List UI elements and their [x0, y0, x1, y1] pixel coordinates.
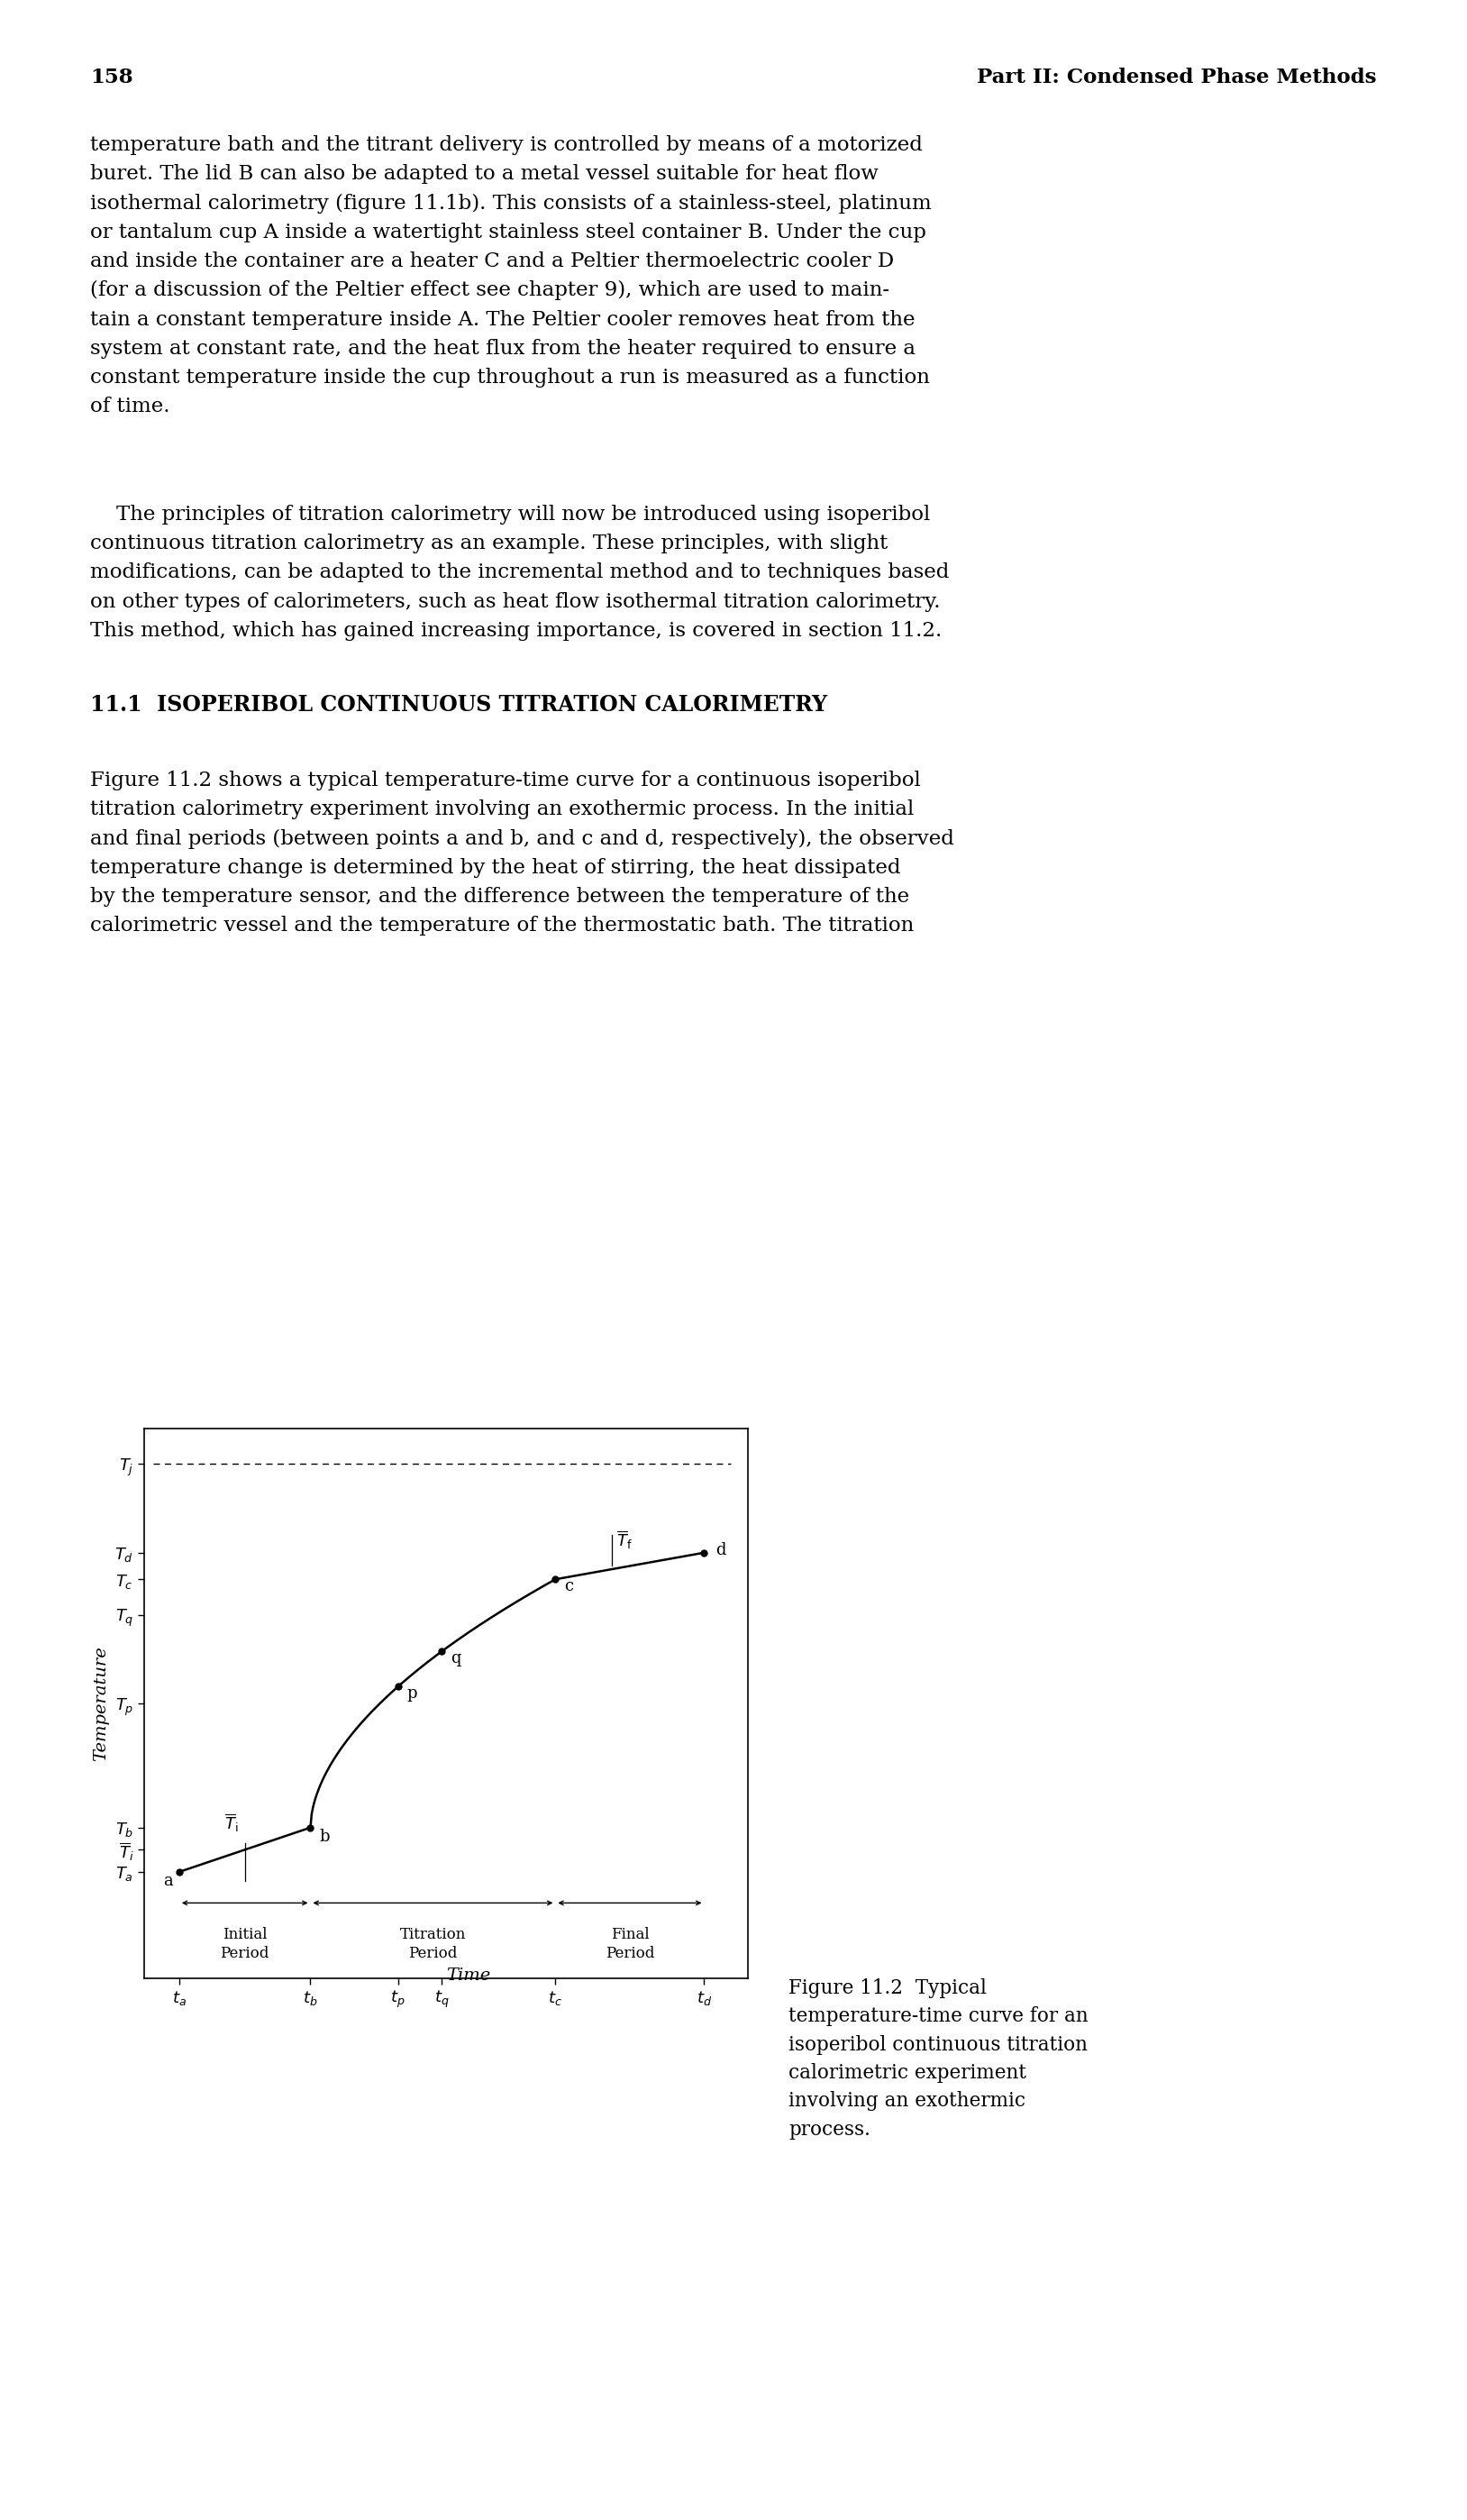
Text: b: b — [320, 1830, 330, 1845]
Text: Time: Time — [446, 1968, 490, 1983]
Text: a: a — [163, 1872, 173, 1890]
Text: 158: 158 — [89, 68, 133, 88]
Text: Figure 11.2 shows a typical temperature-time curve for a continuous isoperibol
t: Figure 11.2 shows a typical temperature-… — [89, 771, 954, 935]
Text: Part II: Condensed Phase Methods: Part II: Condensed Phase Methods — [977, 68, 1378, 88]
Text: $\overline{T}_{\mathsf{f}}$: $\overline{T}_{\mathsf{f}}$ — [616, 1530, 632, 1552]
Text: Initial
Period: Initial Period — [220, 1928, 270, 1961]
Text: temperature bath and the titrant delivery is controlled by means of a motorized
: temperature bath and the titrant deliver… — [89, 136, 932, 416]
Text: Figure 11.2  Typical
temperature-time curve for an
isoperibol continuous titrati: Figure 11.2 Typical temperature-time cur… — [788, 1978, 1089, 2139]
Text: $\overline{T}_{\mathsf{i}}$: $\overline{T}_{\mathsf{i}}$ — [224, 1812, 239, 1835]
Text: The principles of titration calorimetry will now be introduced using isoperibol
: The principles of titration calorimetry … — [89, 504, 949, 640]
Text: Titration
Period: Titration Period — [400, 1928, 467, 1961]
Text: 11.1  ISOPERIBOL CONTINUOUS TITRATION CALORIMETRY: 11.1 ISOPERIBOL CONTINUOUS TITRATION CAL… — [89, 693, 827, 716]
Y-axis label: Temperature: Temperature — [94, 1646, 110, 1761]
Text: q: q — [450, 1651, 461, 1666]
Text: c: c — [565, 1578, 574, 1595]
Text: p: p — [406, 1686, 417, 1701]
Text: d: d — [716, 1542, 726, 1557]
Text: Final
Period: Final Period — [606, 1928, 654, 1961]
